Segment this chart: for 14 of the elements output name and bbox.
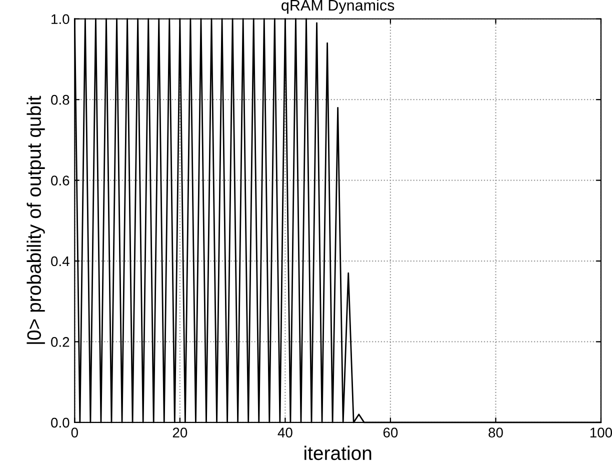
y-axis-title: |0> probability of output qubit <box>26 96 45 344</box>
x-axis-title: iteration <box>304 446 372 460</box>
y-tick-label: 0.2 <box>51 337 70 347</box>
y-tick-label: 0.0 <box>51 418 70 428</box>
y-tick-label: 0.8 <box>51 94 70 105</box>
x-tick-label: 80 <box>488 428 503 438</box>
x-tick-label: 0 <box>71 428 78 438</box>
x-tick-label: 40 <box>278 428 292 438</box>
x-tick-label: 100 <box>590 428 612 438</box>
y-tick-label: 1.0 <box>52 14 70 24</box>
y-tick-label: 0.6 <box>51 176 70 186</box>
y-tick-label: 0.4 <box>51 256 70 266</box>
x-tick-label: 20 <box>172 428 188 438</box>
x-tick-label: 60 <box>383 428 398 438</box>
